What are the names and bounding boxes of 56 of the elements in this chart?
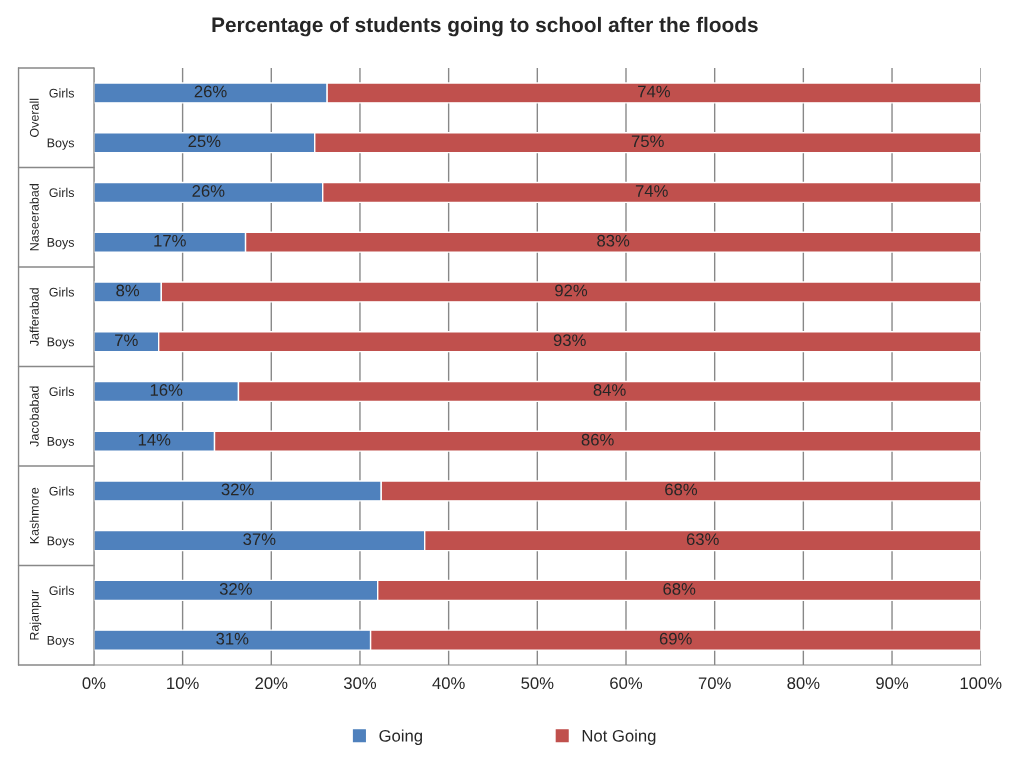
y-tick-label: Boys [47, 138, 75, 150]
data-label: 74% [638, 85, 671, 98]
data-label: 37% [243, 533, 276, 546]
data-label: 93% [553, 334, 586, 347]
data-label: 86% [581, 433, 614, 446]
x-tick-label: 90% [876, 677, 909, 690]
data-label: 63% [686, 533, 719, 546]
data-label: 69% [659, 632, 692, 645]
text: Naseerabad [29, 184, 39, 251]
data-label: 32% [221, 483, 254, 496]
data-label: 7% [115, 334, 138, 347]
data-label: 16% [150, 384, 183, 396]
chart-title: Percentage of students going to school after the floods [212, 16, 758, 37]
data-label: 32% [219, 583, 252, 595]
y-tick-label: Boys [47, 636, 75, 648]
y-tick-label: Girls [49, 486, 75, 496]
text: Overall [29, 98, 39, 137]
data-label: 75% [631, 135, 664, 148]
data-label: 17% [154, 234, 186, 247]
x-tick-label: 100% [960, 677, 1002, 690]
x-tick-label: 10% [167, 677, 199, 690]
x-tick-label: 80% [787, 677, 820, 690]
data-label: 8% [116, 284, 140, 297]
text: Jacobabad [29, 386, 39, 447]
x-tick-label: 70% [698, 677, 731, 690]
y-tick-label: Girls [49, 88, 75, 98]
legend-label: Not Going [582, 729, 656, 745]
text: Jafferabad [29, 288, 39, 346]
x-tick-label: 50% [521, 677, 554, 690]
x-tick-label: 60% [610, 677, 643, 690]
y-tick-label: Boys [47, 437, 75, 449]
text: Kashmore [29, 487, 39, 544]
y-tick-label: Girls [49, 386, 75, 397]
x-tick-label: 0% [82, 677, 106, 690]
x-tick-label: 20% [255, 677, 288, 690]
legend-label: Going [379, 729, 422, 745]
y-tick-label: Boys [47, 337, 75, 349]
data-label: 83% [597, 234, 630, 247]
data-label: 84% [593, 384, 626, 396]
y-tick-label: Girls [49, 585, 75, 596]
data-label: 68% [665, 483, 698, 496]
data-label: 25% [188, 135, 221, 148]
x-tick-label: 40% [432, 677, 465, 690]
data-label: 31% [216, 632, 249, 645]
y-tick-label: Girls [49, 187, 75, 198]
y-tick-label: Girls [49, 287, 75, 297]
x-tick-label: 30% [343, 677, 377, 690]
data-label: 74% [635, 185, 668, 197]
text: Rajanpur [29, 590, 42, 640]
data-label: 14% [138, 433, 171, 446]
data-label: 92% [555, 284, 588, 297]
data-label: 26% [194, 85, 227, 98]
y-tick-label: Boys [47, 238, 75, 250]
y-tick-label: Boys [47, 536, 75, 548]
data-label: 26% [192, 185, 225, 197]
data-label: 68% [663, 583, 696, 595]
